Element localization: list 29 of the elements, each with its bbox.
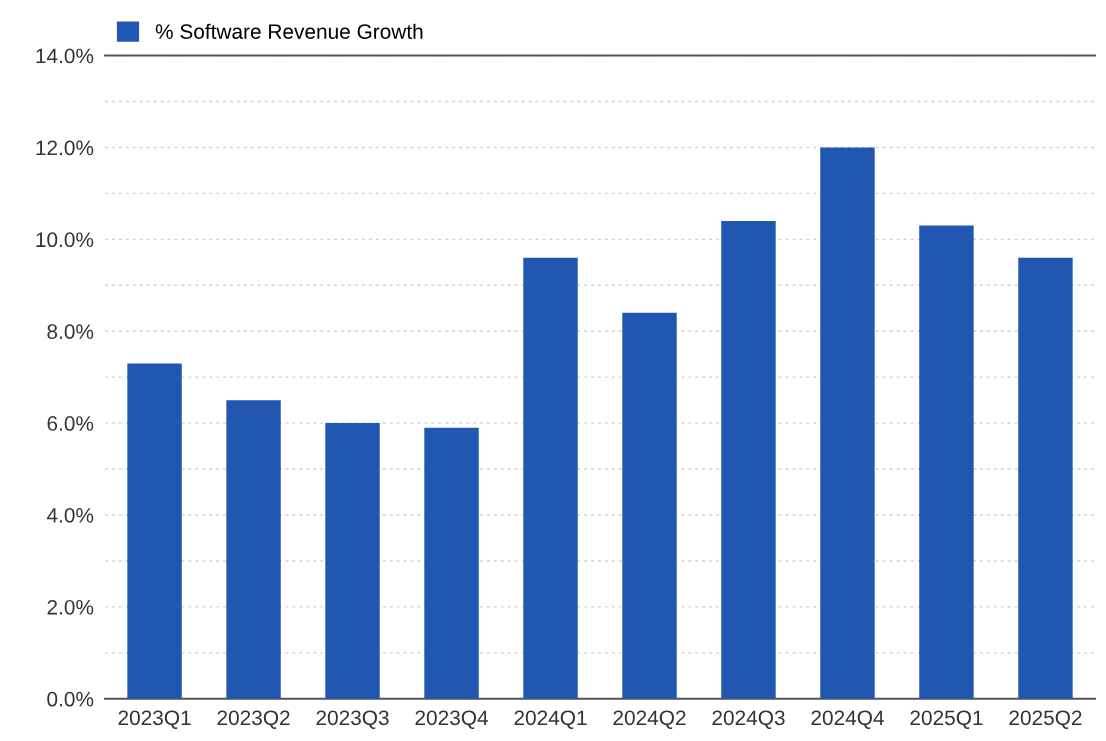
- x-tick-label: 2024Q3: [712, 710, 785, 729]
- bar: [1018, 257, 1073, 699]
- bar: [622, 312, 677, 699]
- y-tick-label: 6.0%: [47, 416, 94, 431]
- y-tick-label: 2.0%: [47, 599, 94, 615]
- y-tick-label: 4.0%: [46, 508, 94, 523]
- y-tick-label: 14.0%: [36, 48, 94, 64]
- x-tick-label: 2024Q2: [613, 710, 686, 729]
- bar: [226, 400, 281, 699]
- bar: [919, 225, 974, 699]
- legend-label: % Software Revenue Growth: [155, 23, 423, 39]
- x-tick-label: 2023Q1: [118, 710, 191, 729]
- y-tick-label: 8.0%: [47, 324, 94, 339]
- y-tick-label: 10.0%: [36, 232, 94, 248]
- bar: [127, 363, 182, 699]
- x-tick-label: 2024Q4: [811, 710, 884, 729]
- x-tick-label: 2023Q2: [217, 710, 290, 729]
- x-tick-label: 2025Q1: [910, 710, 983, 729]
- bar: [721, 220, 776, 699]
- bar: [523, 257, 578, 699]
- x-tick-label: 2025Q2: [1009, 710, 1082, 729]
- bar: [424, 427, 479, 699]
- x-tick-label: 2024Q1: [514, 710, 587, 729]
- bar: [325, 423, 380, 699]
- y-tick-label: 0.0%: [47, 691, 94, 707]
- x-tick-label: 2023Q3: [316, 710, 389, 729]
- x-tick-label: 2023Q4: [415, 710, 488, 729]
- y-tick-label: 12.0%: [36, 140, 94, 156]
- bar: [820, 147, 875, 699]
